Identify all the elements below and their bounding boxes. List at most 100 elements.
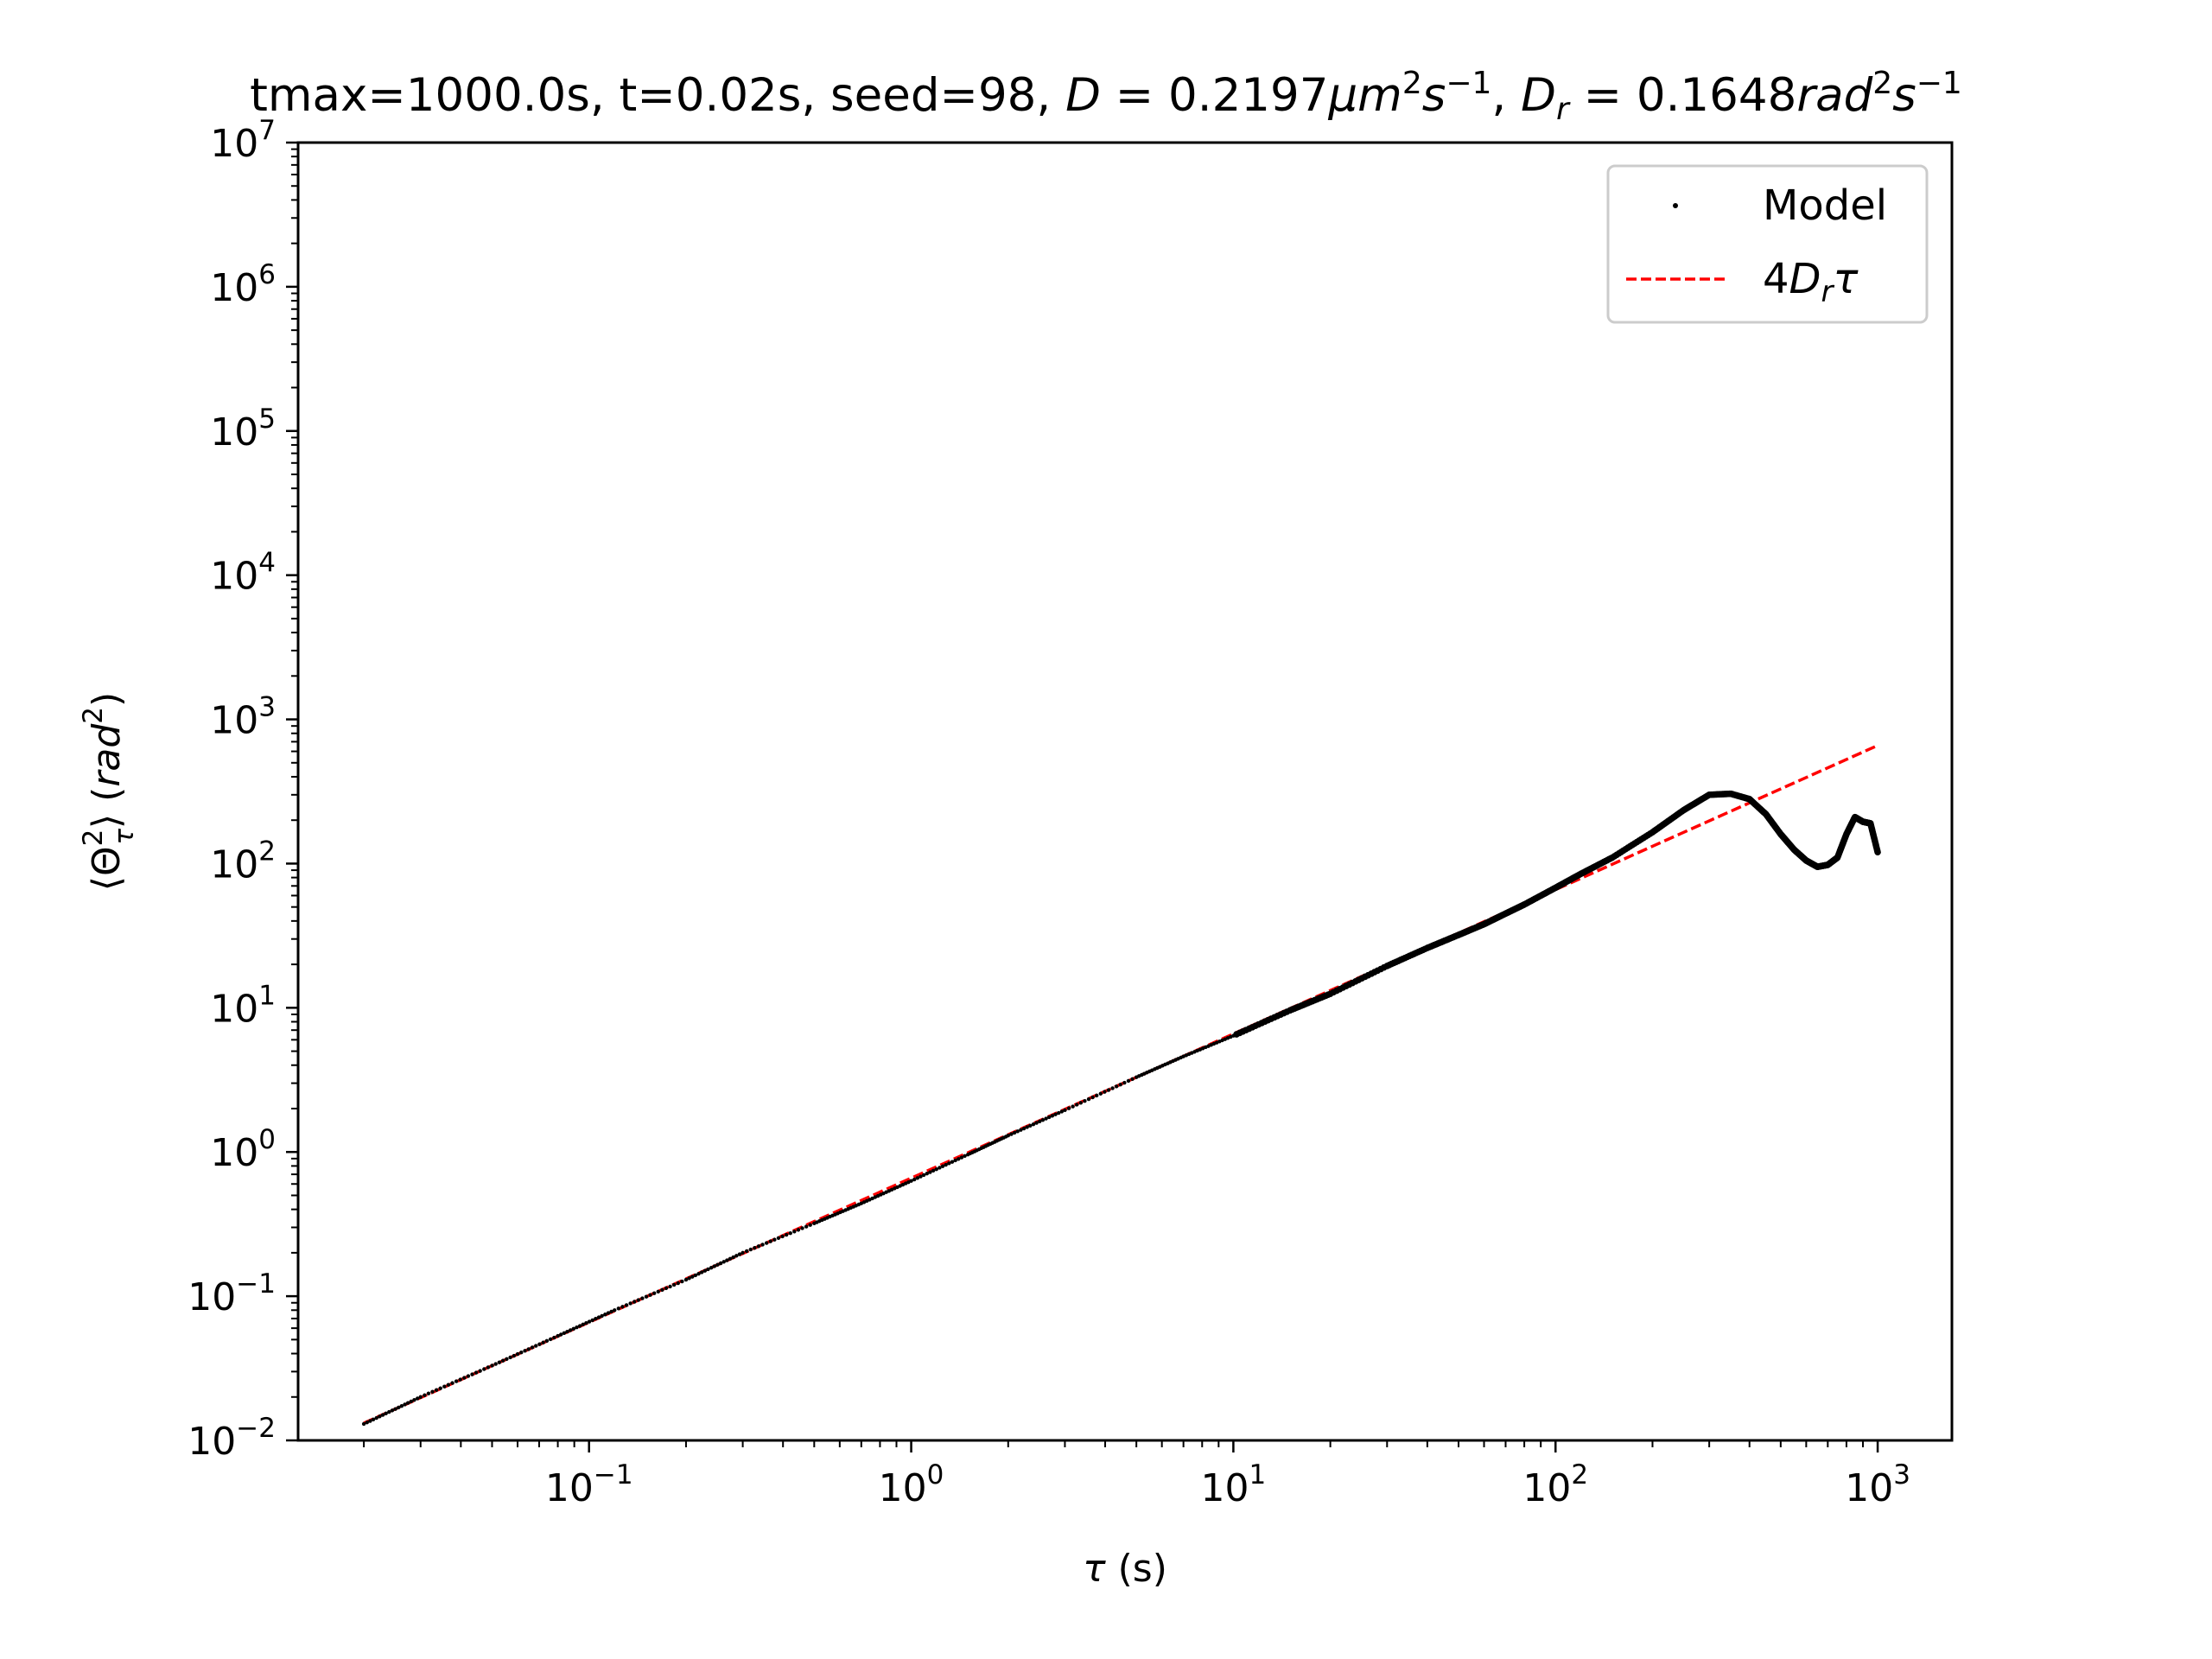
model-point (715, 1262, 720, 1267)
model-point (1044, 1116, 1048, 1121)
model-point (438, 1386, 442, 1390)
model-point (784, 1232, 789, 1237)
model-point (644, 1294, 649, 1299)
y-tick-label: 105 (210, 404, 276, 454)
model-point (1047, 1115, 1052, 1120)
model-point (519, 1351, 524, 1355)
x-tick-label: 103 (1845, 1459, 1910, 1510)
model-point (380, 1413, 385, 1417)
model-point (683, 1277, 689, 1282)
y-tick-label: 101 (210, 980, 276, 1031)
y-tick-label: 104 (210, 548, 276, 599)
model-point (925, 1172, 929, 1176)
model-point (384, 1411, 388, 1416)
model-point (393, 1407, 397, 1411)
title-dr-name: D (1521, 69, 1556, 122)
model-point (668, 1284, 672, 1289)
model-point (552, 1335, 556, 1340)
model-point (434, 1388, 439, 1392)
title-dr-eq: = (1569, 69, 1637, 122)
model-point (562, 1331, 567, 1336)
model-point (378, 1414, 382, 1419)
model-point (804, 1224, 809, 1229)
model-point (1009, 1132, 1014, 1136)
legend-fit-tau: τ (1834, 255, 1859, 303)
model-point (660, 1287, 664, 1293)
model-point (772, 1237, 777, 1242)
model-point (587, 1319, 592, 1324)
legend-fit-sub: r (1821, 275, 1835, 309)
model-point (387, 1409, 391, 1414)
model-point (412, 1398, 416, 1402)
title-dr-s: s (1892, 69, 1916, 122)
model-point (515, 1351, 520, 1357)
model-point (938, 1166, 942, 1170)
model-point (450, 1381, 454, 1385)
y-axis-label-close: ⟩ ( (85, 787, 129, 829)
model-point (466, 1374, 471, 1378)
y-axis-label-sup: 2 (78, 830, 109, 847)
model-point (768, 1239, 772, 1243)
model-point (397, 1405, 401, 1410)
model-point (800, 1226, 804, 1230)
model-point (596, 1315, 601, 1319)
model-point (548, 1337, 553, 1342)
y-tick-label: 10−1 (188, 1268, 276, 1319)
y-tick-label: 100 (210, 1124, 276, 1175)
model-point (632, 1300, 637, 1304)
title-d-eq: = (1101, 69, 1168, 122)
model-point (676, 1281, 680, 1286)
y-tick-label: 10−2 (188, 1413, 276, 1464)
model-point (603, 1313, 607, 1317)
y-axis-label-open: ⟨Θ (85, 846, 129, 891)
model-point (430, 1389, 435, 1394)
model-point (1015, 1129, 1020, 1134)
legend-fit-label: 4Drτ (1763, 255, 1859, 309)
model-point (702, 1268, 708, 1273)
model-point (796, 1228, 801, 1232)
model-point (365, 1421, 369, 1425)
model-point (776, 1236, 781, 1241)
model-point (921, 1173, 926, 1178)
model-point (737, 1252, 742, 1256)
model-point (725, 1258, 729, 1262)
model-point (699, 1270, 704, 1274)
model-point (1126, 1078, 1131, 1084)
model-point (648, 1293, 652, 1297)
model-point (760, 1243, 765, 1247)
model-point (1038, 1119, 1042, 1124)
model-point (1130, 1077, 1135, 1082)
model-point (409, 1399, 414, 1404)
title-d-units: μm (1327, 69, 1402, 122)
legend-fit-d: D (1789, 255, 1821, 303)
model-point (613, 1308, 617, 1313)
model-point (656, 1289, 660, 1294)
model-point (571, 1326, 576, 1332)
model-point (405, 1401, 410, 1405)
y-axis-label: ⟨Θ2τ⟩ (rad2) (78, 692, 140, 891)
model-point (1103, 1090, 1107, 1094)
model-point (534, 1344, 538, 1348)
model-point (415, 1396, 420, 1401)
model-point (581, 1322, 585, 1327)
x-tick-label: 100 (879, 1459, 944, 1510)
model-point (1056, 1110, 1061, 1116)
model-point (1078, 1101, 1084, 1105)
model-point (1012, 1130, 1017, 1135)
x-tick-label: 10−1 (545, 1459, 633, 1510)
model-point (594, 1317, 598, 1321)
y-axis-label-end: ) (85, 692, 129, 707)
model-point (940, 1164, 945, 1168)
model-point (390, 1408, 395, 1413)
model-point (734, 1254, 739, 1258)
model-point (474, 1370, 479, 1375)
model-point (458, 1377, 462, 1382)
model-point (628, 1301, 632, 1306)
model-point (530, 1345, 535, 1350)
model-point (915, 1176, 920, 1180)
axes-frame (296, 141, 1954, 1442)
title-dr-s-sup: −1 (1916, 66, 1962, 101)
model-point (374, 1415, 378, 1421)
model-point (1040, 1118, 1046, 1122)
